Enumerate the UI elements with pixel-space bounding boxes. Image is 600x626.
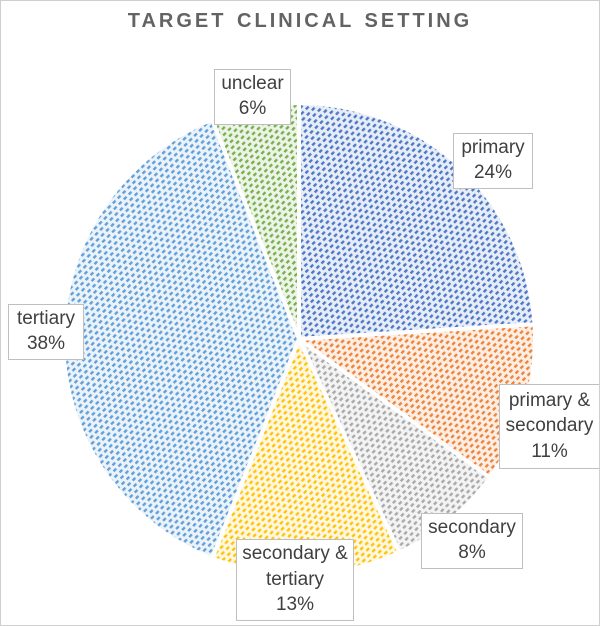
data-label-secondary: secondary 8%: [421, 513, 523, 569]
data-label-primary: primary 24%: [453, 133, 533, 189]
data-label-percent: 8%: [458, 542, 486, 564]
data-label-text: secondary: [428, 517, 516, 538]
data-label-text: unclear: [221, 73, 284, 94]
data-label-text: secondary & tertiary: [242, 543, 348, 590]
data-label-unclear: unclear 6%: [214, 69, 291, 125]
data-label-primary-secondary: primary & secondary 11%: [499, 384, 599, 469]
data-label-percent: 24%: [473, 162, 513, 184]
data-label-text: primary: [461, 137, 525, 158]
chart-title: TARGET CLINICAL SETTING: [127, 10, 473, 32]
data-label-percent: 11%: [531, 440, 568, 462]
data-label-percent: 38%: [26, 333, 66, 355]
data-label-percent: 13%: [275, 594, 315, 616]
data-label-tertiary: tertiary 38%: [8, 304, 84, 360]
data-label-text: primary & secondary: [505, 389, 594, 437]
data-label-secondary-tertiary: secondary & tertiary 13%: [236, 539, 354, 621]
data-label-text: tertiary: [16, 308, 76, 329]
data-label-percent: 6%: [238, 98, 267, 120]
